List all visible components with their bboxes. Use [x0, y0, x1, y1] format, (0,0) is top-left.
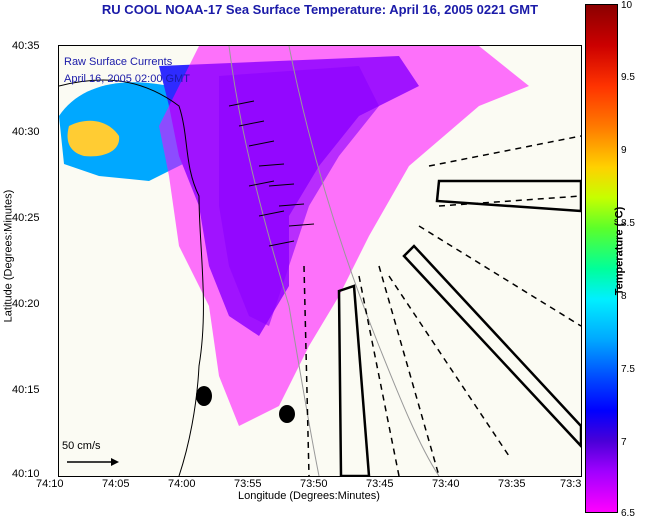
scale-label: 50 cm/s [62, 440, 101, 452]
colorbar-tick: 9 [621, 145, 627, 156]
scale-arrow-head [111, 458, 119, 466]
x-tick-label: 73:50 [300, 478, 328, 490]
temperature-colorbar [585, 4, 618, 513]
y-tick-label: 40:30 [12, 126, 40, 138]
colorbar-title: Temperature (°C) [613, 206, 626, 296]
x-tick-label: 73:35 [498, 478, 526, 490]
y-tick-label: 40:35 [12, 40, 40, 52]
current-vectors [228, 100, 315, 247]
bathymetry-contour [228, 46, 320, 476]
dashed-rays [303, 135, 581, 476]
y-axis-label: Latitude (Degrees:Minutes) [2, 189, 15, 323]
y-tick-label: 40:15 [12, 384, 40, 396]
currents-legend-title: Raw Surface Currents [64, 56, 173, 68]
sst-core-patch [67, 120, 120, 157]
x-axis-label: Longitude (Degrees:Minutes) [238, 490, 380, 502]
y-tick-label: 40:10 [12, 468, 40, 480]
sst-map [59, 46, 581, 476]
zone-outlines [337, 179, 581, 476]
x-tick-label: 74:00 [168, 478, 196, 490]
x-tick-label: 73:3 [560, 478, 582, 490]
colorbar-tick: 7.5 [621, 364, 635, 375]
sst-purple-band [219, 66, 379, 326]
colorbar-tick: 8 [621, 291, 627, 302]
x-tick-label: 73:45 [366, 478, 394, 490]
station-marker [279, 405, 295, 423]
colorbar-tick: 10 [621, 0, 633, 11]
x-tick-label: 74:05 [102, 478, 130, 490]
colorbar-tick: 9.5 [621, 72, 635, 83]
map-panel: Raw Surface Currents April 16, 2005 02:0… [58, 45, 582, 477]
x-tick-label: 74:10 [36, 478, 64, 490]
colorbar-tick: 8.5 [621, 218, 635, 229]
y-tick-label: 40:25 [12, 212, 40, 224]
colorbar-tick: 7 [621, 437, 627, 448]
colorbar-tick: 6.5 [621, 508, 635, 519]
x-tick-label: 73:40 [432, 478, 460, 490]
x-tick-label: 73:55 [234, 478, 262, 490]
map-title: RU COOL NOAA-17 Sea Surface Temperature:… [101, 2, 539, 17]
station-marker [196, 386, 212, 406]
currents-legend-time: April 16, 2005 02:00 GMT [64, 73, 190, 85]
y-tick-label: 40:20 [12, 298, 40, 310]
